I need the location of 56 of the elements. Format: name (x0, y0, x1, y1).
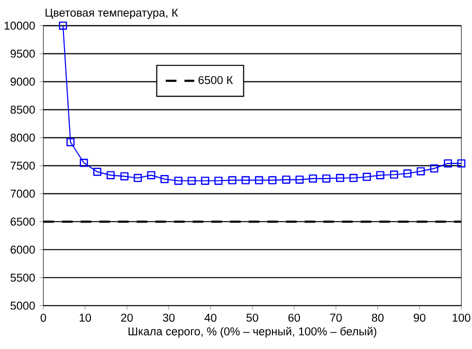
x-tick-label: 20 (121, 314, 133, 322)
y-tick-label: 9500 (10, 50, 35, 58)
point (120, 172, 128, 180)
x-tick-label: 50 (246, 314, 258, 322)
x-tick-label: 10 (80, 314, 91, 322)
point (160, 175, 169, 184)
point (134, 174, 142, 182)
point (201, 176, 210, 185)
y-tick-label: 8500 (10, 106, 35, 114)
y-axis-title: Цветовая температура, К (46, 8, 178, 19)
x-tick-label: 0 (40, 314, 46, 322)
point (268, 176, 276, 184)
point (58, 22, 68, 30)
x-tick-label: 30 (162, 314, 175, 322)
point (390, 170, 398, 179)
point (254, 176, 264, 184)
x-tick-label: 70 (330, 314, 342, 322)
y-tick-label: 7500 (10, 162, 35, 170)
point (66, 138, 75, 146)
point (336, 174, 344, 182)
point (174, 176, 182, 185)
x-tick-label: 60 (288, 314, 300, 322)
y-tick-label: 10000 (4, 22, 35, 30)
point (457, 159, 466, 168)
point (444, 159, 452, 168)
point (80, 158, 88, 167)
y-tick-label: 8000 (10, 134, 35, 142)
point (416, 167, 425, 176)
y-tick-label: 9000 (10, 78, 35, 86)
x-tick-label: 80 (372, 314, 384, 322)
point (376, 171, 384, 180)
point (242, 176, 250, 184)
x-tick-label: 40 (204, 314, 216, 322)
y-tick-label: 5000 (10, 302, 35, 310)
point (147, 171, 156, 180)
x-axis-title: Шкала серого, % (0% – черный, 100% – белый) (128, 326, 376, 338)
point (214, 176, 223, 185)
point (403, 169, 412, 178)
point (430, 164, 438, 173)
point (322, 174, 330, 183)
y-tick-label: 6500 (10, 218, 35, 226)
point (296, 176, 304, 184)
y-tick-label: 7000 (10, 190, 35, 198)
x-tick-label: 90 (414, 314, 426, 322)
point (106, 171, 115, 180)
point (308, 174, 318, 183)
point (349, 174, 358, 182)
point (228, 176, 236, 184)
point (362, 172, 371, 181)
x-tick-label: 100 (452, 314, 470, 322)
point (282, 176, 290, 184)
point (93, 168, 102, 176)
legend-label: 6500 К (198, 76, 233, 84)
y-tick-label: 5500 (10, 274, 35, 282)
point (188, 176, 196, 185)
y-tick-label: 6000 (10, 246, 35, 254)
